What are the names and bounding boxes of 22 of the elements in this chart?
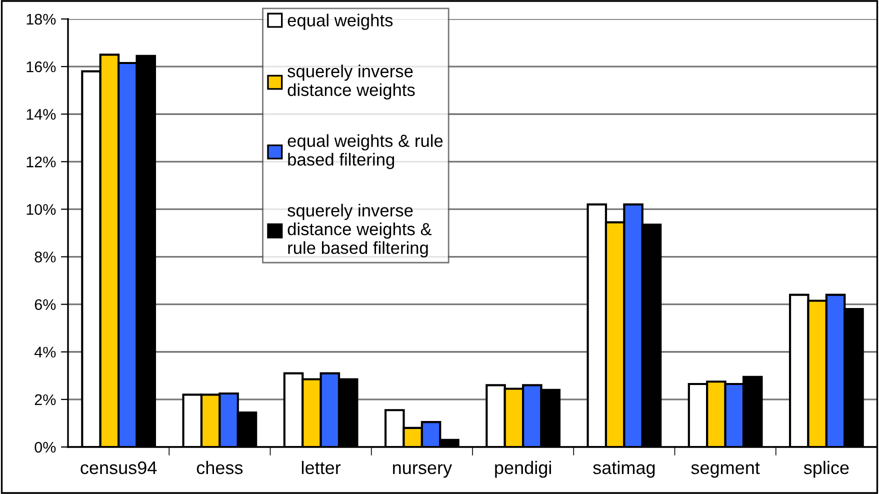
y-tick-label: 12% (26, 156, 56, 168)
y-tick-label: 14% (26, 109, 56, 120)
x-tick-label: chess (196, 460, 243, 474)
y-tick-label: 4% (34, 346, 56, 358)
y-tick-label: 6% (34, 299, 56, 310)
x-tick-label: segment (691, 462, 760, 478)
legend-label: squerely inverse distance weights (288, 64, 415, 100)
y-tick-label: 2% (34, 394, 56, 406)
x-tick-label: letter (302, 460, 341, 474)
x-tick-label: satimag (593, 460, 655, 478)
x-tick-label: nursery (393, 464, 452, 478)
legend-label: squerely inverse distance weights & rule based filtering (288, 204, 432, 258)
x-tick-label: splice (804, 460, 849, 478)
x-tick-label: census94 (80, 461, 157, 474)
legend-label: equal weights & rule based filtering (288, 134, 443, 170)
y-tick-label: 16% (26, 61, 56, 72)
y-tick-label: 18% (26, 14, 56, 25)
y-tick-label: 0% (34, 442, 56, 453)
x-tick-label: pendigi (495, 460, 551, 478)
legend-label: equal weights (288, 14, 393, 30)
y-tick-label: 8% (34, 252, 56, 262)
y-tick-label: 10% (26, 204, 56, 215)
